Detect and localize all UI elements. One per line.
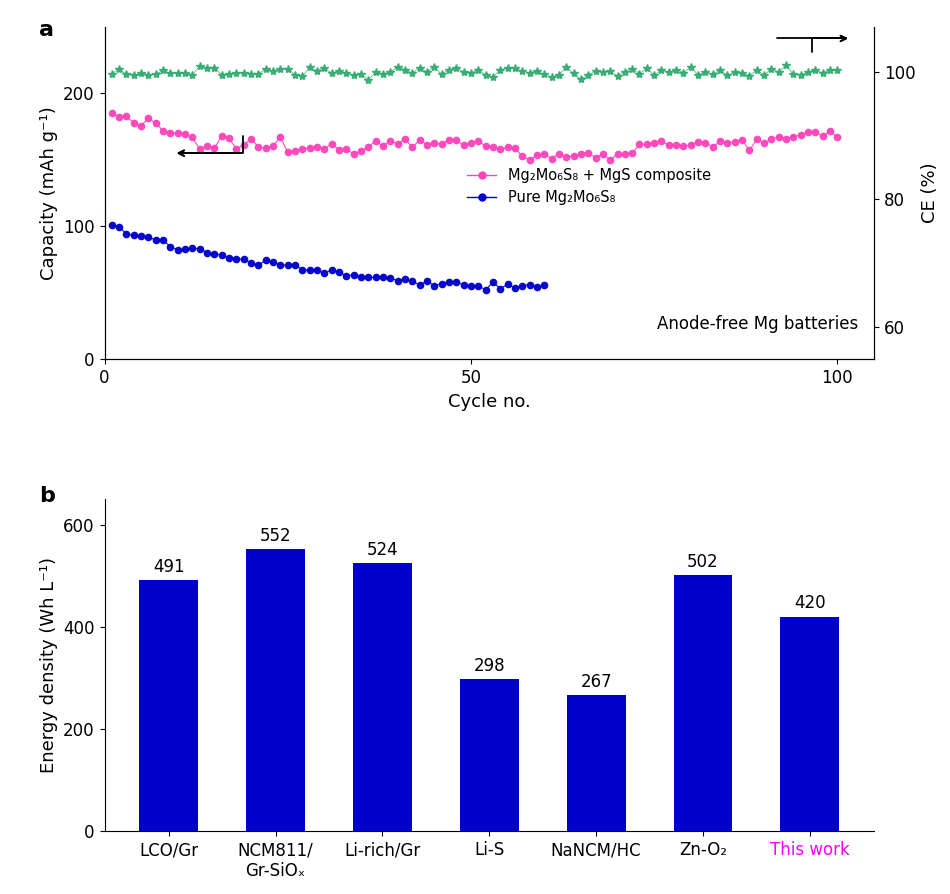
- Y-axis label: Capacity (mAh g⁻¹): Capacity (mAh g⁻¹): [40, 106, 58, 280]
- Text: 420: 420: [794, 595, 826, 612]
- Text: 524: 524: [367, 541, 398, 560]
- Text: 267: 267: [580, 673, 612, 691]
- Text: b: b: [39, 485, 55, 506]
- Bar: [246, 549, 305, 831]
- Y-axis label: CE (%): CE (%): [921, 163, 939, 224]
- Text: a: a: [39, 21, 54, 40]
- Bar: [567, 695, 625, 831]
- Bar: [781, 617, 839, 831]
- Legend: Mg₂Mo₆S₈ + MgS composite, Pure Mg₂Mo₆S₈: Mg₂Mo₆S₈ + MgS composite, Pure Mg₂Mo₆S₈: [462, 162, 717, 211]
- X-axis label: Cycle no.: Cycle no.: [447, 392, 531, 410]
- Text: 298: 298: [473, 657, 505, 675]
- Bar: [353, 563, 411, 831]
- Text: 491: 491: [153, 558, 184, 576]
- Bar: [674, 575, 732, 831]
- Bar: [460, 679, 519, 831]
- Text: 502: 502: [687, 552, 719, 570]
- Text: 552: 552: [259, 527, 292, 545]
- Text: Anode-free Mg batteries: Anode-free Mg batteries: [657, 315, 859, 333]
- Bar: [140, 580, 198, 831]
- Y-axis label: Energy density (Wh L⁻¹): Energy density (Wh L⁻¹): [40, 557, 58, 773]
